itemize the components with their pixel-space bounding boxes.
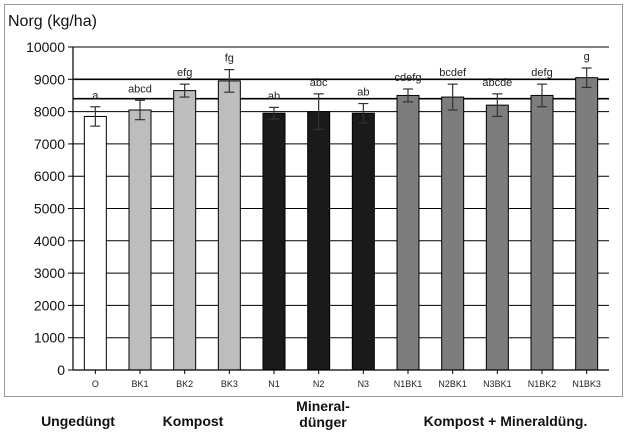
y-tick-label: 3000 xyxy=(34,265,65,281)
y-tick-label: 6000 xyxy=(34,168,65,184)
x-tick-label: N1BK2 xyxy=(528,379,557,389)
bar xyxy=(217,80,241,371)
bar xyxy=(173,90,197,371)
significance-letter: ab xyxy=(268,90,280,102)
chart-frame xyxy=(4,4,623,397)
x-tick-label: N1BK1 xyxy=(394,379,423,389)
significance-letter: a xyxy=(92,90,99,102)
significance-letter: abc xyxy=(310,77,328,89)
significance-letter: cdefg xyxy=(395,72,422,84)
x-tick-label: BK1 xyxy=(131,379,148,389)
y-axis-label: Norg (kg/ha) xyxy=(8,13,97,30)
y-tick-label: 10000 xyxy=(26,39,65,55)
y-tick-label: 5000 xyxy=(34,201,65,217)
significance-letter: bcdef xyxy=(439,67,467,79)
significance-letter: abcd xyxy=(128,83,152,95)
bar xyxy=(307,111,331,371)
x-tick-label: N2 xyxy=(313,379,325,389)
bar xyxy=(351,112,375,371)
significance-letter: g xyxy=(584,51,590,63)
group-label-ungeduengt: Ungedüngt xyxy=(41,413,115,429)
bar xyxy=(575,77,599,371)
group-label-kompost-mineralduengung: Kompost + Mineraldüng. xyxy=(423,413,588,429)
bar xyxy=(396,94,420,371)
bar xyxy=(128,109,152,371)
significance-letter: fg xyxy=(225,53,234,65)
bar xyxy=(530,94,554,371)
significance-letter: defg xyxy=(531,67,552,79)
group-label-mineralduenger: Mineral- dünger xyxy=(273,398,373,430)
group-label-kompost: Kompost xyxy=(162,413,224,429)
y-tick-label: 1000 xyxy=(34,330,65,346)
x-tick-label: N1 xyxy=(268,379,280,389)
significance-letter: efg xyxy=(177,67,192,79)
y-tick-label: 4000 xyxy=(34,233,65,249)
bar xyxy=(83,115,107,371)
significance-letter: ab xyxy=(357,87,369,99)
y-tick-label: 9000 xyxy=(34,71,65,87)
x-tick-label: N1BK3 xyxy=(572,379,601,389)
x-tick-label: N2BK1 xyxy=(438,379,467,389)
y-tick-label: 0 xyxy=(57,362,65,378)
x-tick-label: N3BK1 xyxy=(483,379,512,389)
y-tick-label: 7000 xyxy=(34,136,65,152)
group-label-mineralduenger-line2: dünger xyxy=(299,414,347,430)
significance-letter: abcde xyxy=(482,77,512,89)
group-label-mineralduenger-line1: Mineral- xyxy=(296,398,350,414)
x-tick-label: N3 xyxy=(358,379,370,389)
y-tick-label: 2000 xyxy=(34,297,65,313)
x-tick-label: BK3 xyxy=(221,379,238,389)
x-tick-label: O xyxy=(92,379,99,389)
y-tick-label: 8000 xyxy=(34,104,65,120)
bar xyxy=(262,112,286,371)
bar xyxy=(485,104,509,371)
x-tick-label: BK2 xyxy=(176,379,193,389)
bar xyxy=(441,96,465,371)
